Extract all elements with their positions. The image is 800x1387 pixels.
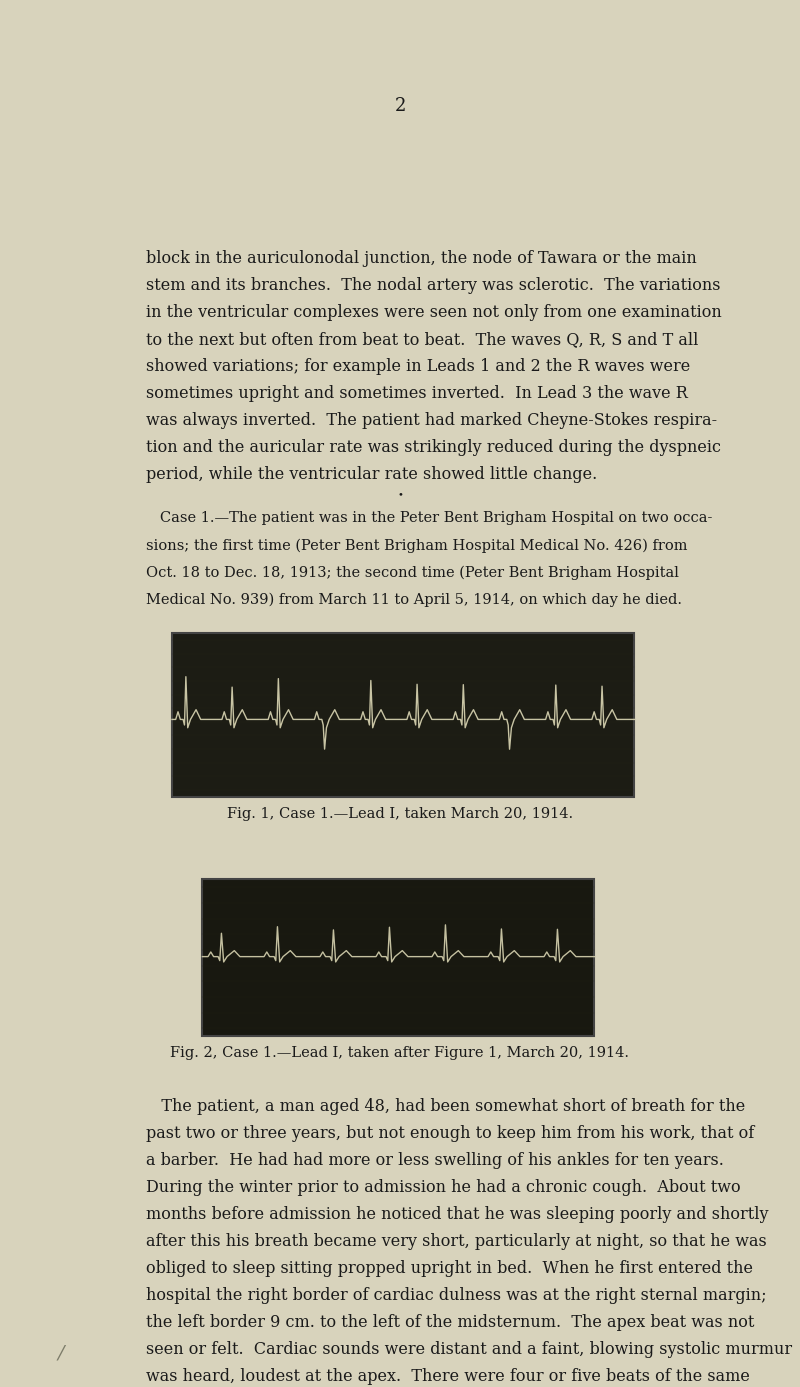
- Bar: [172, 632, 634, 796]
- Text: Oct. 18 to Dec. 18, 1913; the second time (Peter Bent Brigham Hospital: Oct. 18 to Dec. 18, 1913; the second tim…: [146, 565, 679, 580]
- Text: sometimes upright and sometimes inverted.  In Lead 3 the wave R: sometimes upright and sometimes inverted…: [146, 384, 688, 402]
- Text: past two or three years, but not enough to keep him from his work, that of: past two or three years, but not enough …: [146, 1125, 754, 1142]
- Text: The patient, a man aged 48, had been somewhat short of breath for the: The patient, a man aged 48, had been som…: [146, 1097, 746, 1115]
- Text: During the winter prior to admission he had a chronic cough.  About two: During the winter prior to admission he …: [146, 1179, 741, 1196]
- Text: 2: 2: [394, 97, 406, 115]
- Text: sions; the first time (Peter Bent Brigham Hospital Medical No. 426) from: sions; the first time (Peter Bent Brigha…: [146, 538, 688, 552]
- Text: hospital the right border of cardiac dulness was at the right sternal margin;: hospital the right border of cardiac dul…: [146, 1287, 767, 1304]
- Text: •: •: [397, 490, 403, 499]
- Text: in the ventricular complexes were seen not only from one examination: in the ventricular complexes were seen n…: [146, 304, 722, 320]
- Text: Case 1.—The patient was in the Peter Bent Brigham Hospital on two occa-: Case 1.—The patient was in the Peter Ben…: [146, 510, 713, 526]
- Text: obliged to sleep sitting propped upright in bed.  When he first entered the: obliged to sleep sitting propped upright…: [146, 1259, 754, 1277]
- Text: Fig. 2, Case 1.—Lead I, taken after Figure 1, March 20, 1914.: Fig. 2, Case 1.—Lead I, taken after Figu…: [170, 1046, 630, 1060]
- Text: Fig. 1, Case 1.—Lead I, taken March 20, 1914.: Fig. 1, Case 1.—Lead I, taken March 20, …: [227, 806, 573, 821]
- Text: showed variations; for example in Leads 1 and 2 the R waves were: showed variations; for example in Leads …: [146, 358, 690, 374]
- Text: to the next but often from beat to beat.  The waves Q, R, S and T all: to the next but often from beat to beat.…: [146, 330, 698, 348]
- Text: months before admission he noticed that he was sleeping poorly and shortly: months before admission he noticed that …: [146, 1205, 769, 1223]
- Text: stem and its branches.  The nodal artery was sclerotic.  The variations: stem and its branches. The nodal artery …: [146, 277, 721, 294]
- Text: after this his breath became very short, particularly at night, so that he was: after this his breath became very short,…: [146, 1233, 767, 1250]
- Text: was always inverted.  The patient had marked Cheyne-Stokes respira-: was always inverted. The patient had mar…: [146, 412, 718, 429]
- Text: the left border 9 cm. to the left of the midsternum.  The apex beat was not: the left border 9 cm. to the left of the…: [146, 1313, 754, 1332]
- Text: /: /: [58, 1344, 64, 1362]
- Text: tion and the auricular rate was strikingly reduced during the dyspneic: tion and the auricular rate was striking…: [146, 438, 722, 456]
- Bar: [202, 879, 594, 1036]
- Text: seen or felt.  Cardiac sounds were distant and a faint, blowing systolic murmur: seen or felt. Cardiac sounds were distan…: [146, 1341, 793, 1358]
- Text: period, while the ventricular rate showed little change.: period, while the ventricular rate showe…: [146, 466, 598, 483]
- Text: a barber.  He had had more or less swelling of his ankles for ten years.: a barber. He had had more or less swelli…: [146, 1151, 724, 1169]
- Text: block in the auriculonodal junction, the node of Tawara or the main: block in the auriculonodal junction, the…: [146, 250, 697, 266]
- Text: was heard, loudest at the apex.  There were four or five beats of the same: was heard, loudest at the apex. There we…: [146, 1368, 750, 1386]
- Text: Medical No. 939) from March 11 to April 5, 1914, on which day he died.: Medical No. 939) from March 11 to April …: [146, 592, 682, 606]
